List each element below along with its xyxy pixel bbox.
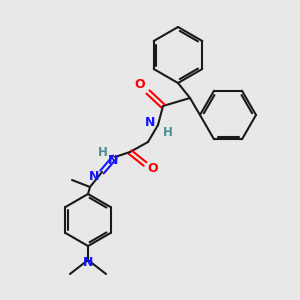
Text: H: H — [163, 125, 173, 139]
Text: N: N — [108, 154, 118, 167]
Text: N: N — [89, 170, 99, 184]
Text: N: N — [145, 116, 155, 130]
Text: N: N — [83, 256, 93, 268]
Text: O: O — [135, 79, 145, 92]
Text: O: O — [148, 163, 158, 176]
Text: H: H — [98, 146, 108, 158]
